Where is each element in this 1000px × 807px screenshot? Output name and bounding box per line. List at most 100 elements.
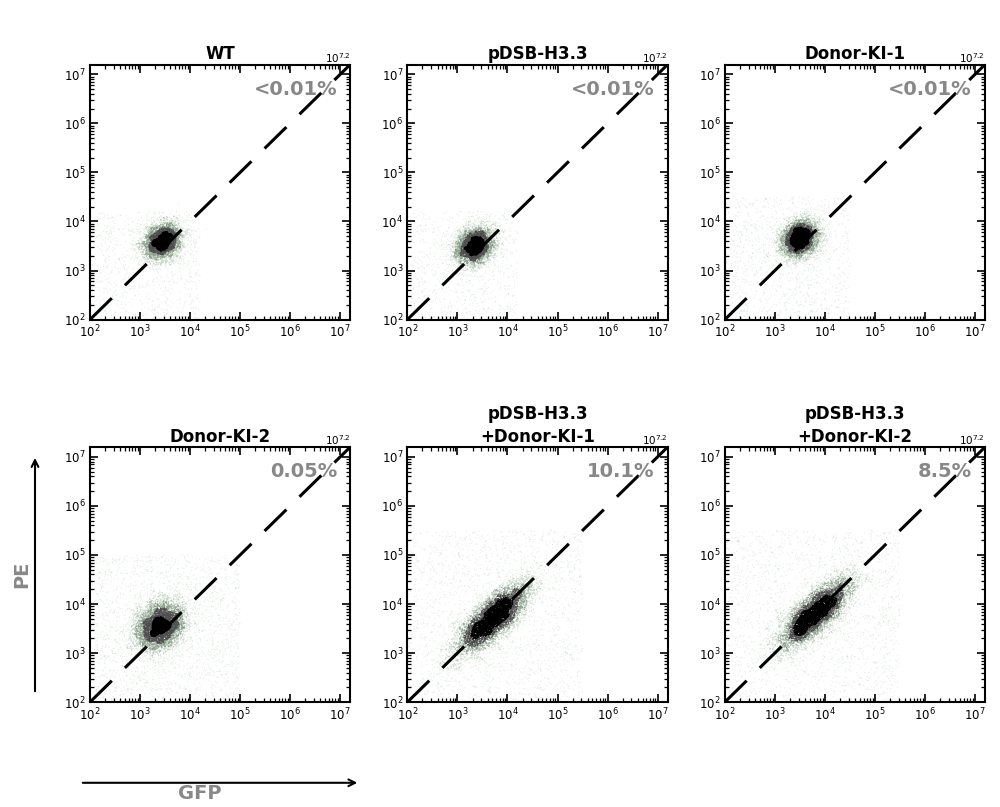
- Point: [493, 598, 509, 611]
- Point: [824, 592, 840, 605]
- Point: [138, 637, 154, 650]
- Point: [505, 611, 521, 624]
- Point: [793, 609, 809, 622]
- Point: [163, 555, 179, 568]
- Point: [824, 577, 840, 590]
- Point: [779, 222, 795, 235]
- Point: [853, 672, 869, 685]
- Point: [150, 274, 166, 286]
- Point: [126, 567, 142, 579]
- Point: [789, 254, 805, 267]
- Point: [162, 620, 178, 633]
- Point: [817, 597, 833, 610]
- Point: [838, 295, 854, 307]
- Point: [162, 258, 178, 271]
- Point: [463, 247, 479, 260]
- Point: [751, 617, 767, 630]
- Point: [157, 602, 173, 615]
- Point: [149, 221, 165, 234]
- Point: [461, 278, 477, 291]
- Point: [830, 577, 846, 590]
- Point: [479, 629, 495, 642]
- Point: [557, 635, 573, 648]
- Point: [213, 668, 229, 681]
- Point: [778, 211, 794, 224]
- Point: [156, 234, 172, 247]
- Point: [142, 249, 158, 262]
- Point: [457, 637, 473, 650]
- Point: [480, 619, 496, 632]
- Point: [170, 609, 186, 622]
- Point: [117, 662, 133, 675]
- Point: [167, 228, 183, 240]
- Point: [794, 226, 810, 239]
- Point: [795, 620, 811, 633]
- Point: [156, 621, 172, 633]
- Point: [820, 600, 836, 613]
- Point: [800, 626, 816, 639]
- Point: [883, 682, 899, 695]
- Point: [758, 297, 774, 310]
- Point: [518, 587, 534, 600]
- Point: [831, 608, 847, 621]
- Point: [457, 217, 473, 230]
- Point: [734, 671, 750, 684]
- Point: [782, 618, 798, 631]
- Point: [457, 229, 473, 242]
- Point: [484, 613, 500, 625]
- Point: [161, 240, 177, 253]
- Point: [812, 602, 828, 615]
- Point: [130, 237, 146, 250]
- Point: [801, 622, 817, 635]
- Point: [167, 614, 183, 627]
- Point: [500, 604, 516, 617]
- Point: [791, 617, 807, 630]
- Point: [458, 230, 474, 243]
- Point: [522, 687, 538, 700]
- Point: [480, 617, 496, 629]
- Point: [798, 228, 814, 240]
- Point: [145, 576, 161, 589]
- Point: [805, 232, 821, 245]
- Point: [790, 220, 806, 232]
- Point: [463, 627, 479, 640]
- Point: [783, 242, 799, 255]
- Point: [472, 228, 488, 241]
- Point: [161, 241, 177, 254]
- Point: [791, 604, 807, 617]
- Point: [409, 651, 425, 664]
- Point: [147, 240, 163, 253]
- Point: [795, 628, 811, 641]
- Point: [791, 620, 807, 633]
- Point: [176, 625, 192, 638]
- Point: [158, 235, 174, 248]
- Point: [462, 231, 478, 244]
- Point: [475, 225, 491, 238]
- Point: [157, 222, 173, 235]
- Point: [172, 229, 188, 242]
- Point: [818, 601, 834, 614]
- Point: [807, 603, 823, 616]
- Point: [485, 608, 501, 621]
- Point: [474, 621, 490, 633]
- Point: [497, 603, 513, 616]
- Point: [791, 214, 807, 227]
- Point: [792, 237, 808, 250]
- Point: [163, 245, 179, 257]
- Point: [458, 245, 474, 258]
- Point: [838, 573, 854, 586]
- Point: [158, 639, 174, 652]
- Point: [473, 629, 489, 642]
- Point: [484, 240, 500, 253]
- Point: [146, 228, 162, 240]
- Point: [486, 619, 502, 632]
- Point: [159, 218, 175, 231]
- Point: [805, 610, 821, 623]
- Point: [165, 629, 181, 642]
- Point: [798, 228, 814, 240]
- Point: [796, 228, 812, 241]
- Point: [721, 206, 737, 219]
- Point: [447, 629, 463, 642]
- Point: [471, 628, 487, 641]
- Point: [482, 617, 498, 629]
